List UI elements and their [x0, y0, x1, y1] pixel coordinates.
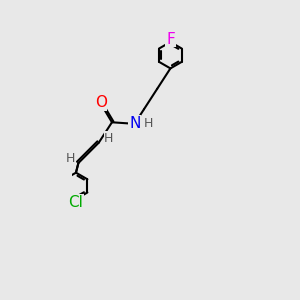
Text: O: O	[95, 95, 107, 110]
Text: H: H	[104, 132, 113, 145]
Text: H: H	[143, 117, 153, 130]
Text: F: F	[166, 32, 175, 46]
Text: Cl: Cl	[68, 195, 83, 210]
Text: H: H	[65, 152, 75, 165]
Text: N: N	[129, 116, 140, 131]
